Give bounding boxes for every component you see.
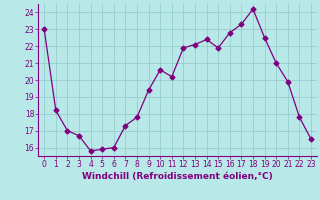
X-axis label: Windchill (Refroidissement éolien,°C): Windchill (Refroidissement éolien,°C) — [82, 172, 273, 181]
